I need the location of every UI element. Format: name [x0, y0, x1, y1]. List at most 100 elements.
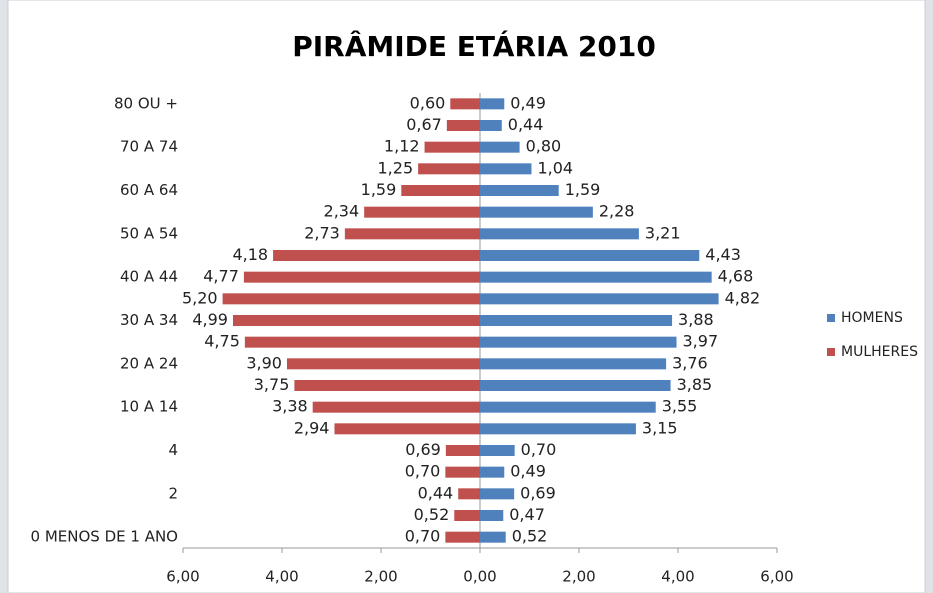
x-tick-label: 0,00	[463, 568, 496, 586]
x-tick-label: 6,00	[760, 568, 793, 586]
data-label: 0,49	[510, 462, 546, 481]
y-tick-label: 50 A 54	[120, 224, 178, 242]
data-label: 2,34	[324, 202, 360, 221]
data-label: 4,99	[192, 310, 228, 329]
x-tick-label: 2,00	[562, 568, 595, 586]
bar	[480, 488, 515, 500]
data-label: 0,80	[526, 137, 562, 156]
bar	[480, 228, 639, 240]
data-label: 0,44	[418, 483, 454, 502]
x-tick-label: 6,00	[166, 568, 199, 586]
bar	[480, 185, 559, 196]
y-tick-label: 70 A 74	[120, 138, 178, 156]
data-label: 0,69	[405, 440, 441, 459]
bar	[334, 423, 480, 435]
bar	[480, 380, 671, 391]
bar	[222, 293, 480, 305]
chart-title: PIRÂMIDE ETÁRIA 2010	[292, 29, 656, 63]
data-label: 1,59	[565, 180, 601, 199]
bar	[458, 488, 480, 500]
data-label: 0,52	[512, 527, 548, 546]
bar	[450, 98, 480, 110]
data-label: 4,18	[232, 245, 268, 264]
bar	[480, 98, 505, 110]
bar	[312, 401, 480, 413]
bar	[401, 185, 480, 196]
data-label: 2,28	[599, 202, 635, 221]
data-label: 3,85	[677, 375, 713, 394]
bar	[480, 401, 656, 413]
data-label: 3,76	[672, 353, 708, 372]
y-tick-label: 60 A 64	[120, 181, 178, 199]
bar	[480, 445, 515, 456]
data-label: 3,88	[678, 310, 714, 329]
bar	[480, 206, 593, 218]
data-label: 4,43	[705, 245, 741, 264]
legend-label: MULHERES	[841, 344, 918, 360]
y-tick-label: 0 MENOS DE 1 ANO	[31, 528, 178, 546]
data-label: 4,82	[725, 288, 761, 307]
bar	[480, 293, 719, 305]
bar	[364, 206, 480, 218]
bar	[243, 271, 480, 283]
bar	[424, 141, 480, 153]
bar	[286, 358, 480, 370]
bar	[244, 336, 480, 348]
bar	[480, 358, 667, 370]
legend-swatch	[827, 348, 835, 356]
y-tick-label: 20 A 24	[120, 354, 178, 372]
bar	[273, 250, 480, 261]
bar	[418, 163, 480, 175]
data-label: 2,94	[294, 418, 330, 437]
bar	[480, 163, 532, 175]
data-label: 0,70	[405, 527, 441, 546]
x-tick-label: 4,00	[265, 568, 298, 586]
legend-swatch	[827, 314, 835, 322]
bar	[480, 531, 506, 543]
bar	[446, 120, 480, 131]
data-label: 4,75	[204, 332, 240, 351]
bar	[480, 120, 502, 131]
data-label: 2,73	[304, 223, 340, 242]
data-label: 5,20	[182, 288, 218, 307]
bar	[480, 336, 677, 348]
data-label: 0,67	[406, 115, 442, 134]
bar	[480, 271, 712, 283]
bar	[480, 466, 505, 478]
data-label: 1,12	[384, 137, 420, 156]
bar	[294, 380, 480, 391]
data-label: 3,75	[254, 375, 290, 394]
data-label: 3,21	[645, 223, 681, 242]
y-tick-label: 30 A 34	[120, 311, 178, 329]
bar	[344, 228, 480, 240]
data-label: 3,15	[642, 418, 678, 437]
bar	[445, 466, 480, 478]
data-label: 0,44	[508, 115, 544, 134]
bar	[445, 445, 480, 456]
bar	[454, 510, 480, 521]
bar	[480, 315, 673, 326]
data-label: 3,90	[246, 353, 282, 372]
bar	[480, 510, 504, 521]
data-label: 1,59	[361, 180, 397, 199]
bar	[480, 423, 636, 435]
y-tick-label: 2	[168, 484, 178, 502]
data-label: 0,60	[410, 93, 446, 112]
y-tick-label: 4	[168, 441, 178, 459]
y-tick-label: 40 A 44	[120, 268, 178, 286]
data-label: 0,47	[509, 505, 545, 524]
bar	[232, 315, 480, 326]
y-tick-label: 80 OU +	[114, 94, 178, 112]
bar	[480, 141, 520, 153]
x-tick-label: 4,00	[661, 568, 694, 586]
data-label: 1,04	[537, 158, 573, 177]
data-label: 0,49	[510, 93, 546, 112]
data-label: 0,70	[405, 462, 441, 481]
data-label: 3,55	[662, 397, 698, 416]
y-tick-label: 10 A 14	[120, 398, 178, 416]
bar	[480, 250, 700, 261]
data-label: 3,97	[683, 332, 719, 351]
legend-label: HOMENS	[841, 310, 903, 326]
data-label: 0,52	[414, 505, 450, 524]
